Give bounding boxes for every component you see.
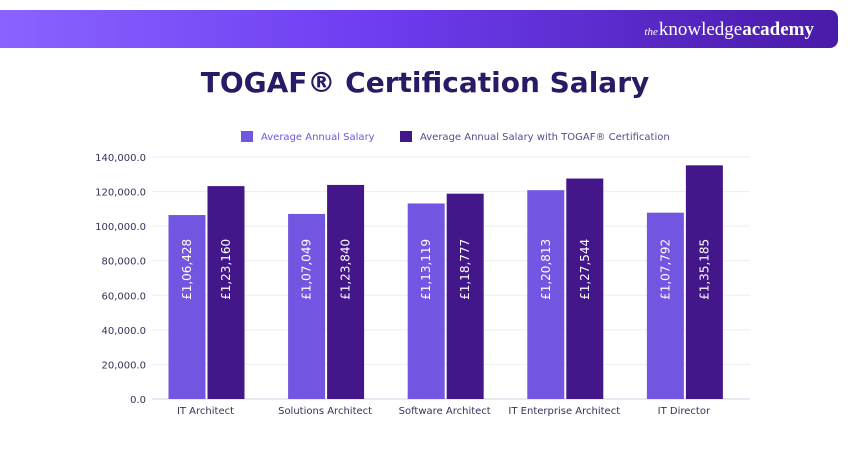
data-label: £1,07,792 <box>658 239 672 300</box>
x-tick-label: IT Architect <box>177 406 234 417</box>
bar-series-1 <box>168 215 206 399</box>
bar-series-1 <box>646 212 684 399</box>
bar-series-1 <box>288 213 326 399</box>
y-tick-label: 60,000.0 <box>101 291 146 302</box>
data-label: £1,27,544 <box>578 239 592 300</box>
bar-series-1 <box>527 190 565 399</box>
brand-logo: theknowledgeacademy <box>644 19 814 40</box>
legend-label-2: Average Annual Salary with TOGAF® Certif… <box>420 132 670 143</box>
legend-swatch-2 <box>400 131 412 142</box>
y-tick-label: 120,000.0 <box>95 188 146 199</box>
y-tick-label: 100,000.0 <box>95 222 146 233</box>
x-tick-label: Software Architect <box>399 406 491 417</box>
data-label: £1,18,777 <box>458 239 472 300</box>
y-tick-label: 80,000.0 <box>101 257 146 268</box>
bar-series-2 <box>566 178 604 399</box>
data-label: £1,07,049 <box>300 239 314 300</box>
bar-series-2 <box>446 193 484 399</box>
x-tick-label: IT Director <box>658 406 711 417</box>
y-tick-label: 0.0 <box>130 395 146 406</box>
x-tick-label: IT Enterprise Architect <box>508 406 620 417</box>
y-tick-label: 40,000.0 <box>101 326 146 337</box>
data-label: £1,35,185 <box>697 239 711 300</box>
brand-banner: theknowledgeacademy <box>0 10 838 48</box>
legend-label-1: Average Annual Salary <box>261 132 375 143</box>
data-label: £1,23,160 <box>219 239 233 300</box>
legend-swatch-1 <box>241 131 253 142</box>
y-tick-label: 140,000.0 <box>95 153 146 164</box>
y-tick-label: 20,000.0 <box>101 360 146 371</box>
bar-series-2 <box>685 165 723 399</box>
bar-series-1 <box>407 203 445 399</box>
x-tick-label: Solutions Architect <box>278 406 372 417</box>
data-label: £1,06,428 <box>180 239 194 300</box>
data-label: £1,23,840 <box>339 239 353 300</box>
bar-series-2 <box>207 186 245 399</box>
chart-title: TOGAF® Certification Salary <box>200 66 650 99</box>
data-label: £1,13,119 <box>419 239 433 300</box>
bar-series-2 <box>327 184 365 399</box>
data-label: £1,20,813 <box>539 239 553 300</box>
